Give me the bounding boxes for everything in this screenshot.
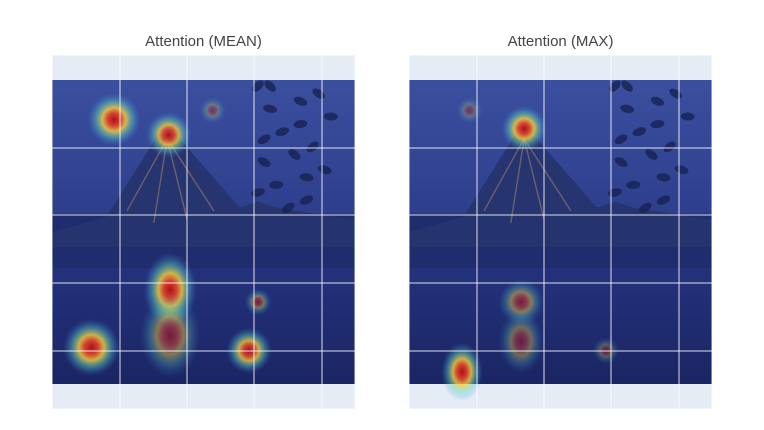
image-foliage-mean [263, 104, 278, 114]
attention-hotspot-mean [62, 319, 120, 377]
image-foliage-mean [257, 134, 271, 145]
image-foliage-mean [299, 173, 314, 182]
image-foliage-max [680, 112, 695, 121]
image-foliage-mean [275, 127, 290, 137]
image-foliage-mean [288, 149, 301, 160]
image-foliage-max [674, 165, 689, 175]
image-foliage-max [656, 195, 671, 205]
image-lava-max [510, 138, 525, 223]
image-foliage-mean [293, 120, 308, 129]
image-foliage-mean [264, 80, 276, 92]
attention-hotspot-max [498, 279, 544, 325]
image-foliage-max [621, 80, 633, 92]
image-foliage-max [626, 180, 641, 189]
image-foliage-max [656, 173, 671, 182]
image-lava-max [483, 138, 525, 212]
image-foliage-mean [269, 180, 284, 189]
image-foliage-max [614, 134, 628, 145]
image-foliage-max [650, 96, 665, 106]
image-volcano-mean [52, 134, 355, 248]
image-foliage-mean [257, 157, 271, 167]
attention-hotspot-mean [244, 288, 272, 316]
attention-hotspot-mean [139, 292, 201, 378]
image-foliage-max [620, 104, 635, 114]
attention-hotspot-max [456, 97, 483, 124]
attention-hotspot-mean [199, 97, 226, 124]
image-foliage-mean [282, 202, 295, 213]
image-foliage-max [645, 149, 658, 160]
attention-hotspot-max [498, 309, 544, 374]
attention-hotspot-max [501, 105, 547, 152]
attention-hotspot-max [441, 342, 483, 402]
image-foliage-max [650, 120, 665, 129]
image-foliage-max [608, 188, 622, 197]
image-foliage-mean [293, 96, 308, 106]
image-foliage-mean [323, 112, 338, 121]
image-foliage-max [632, 127, 647, 137]
image-foliage-mean [251, 188, 265, 197]
image-lava-max [523, 138, 545, 221]
image-foliage-max [663, 141, 676, 153]
chart-title-mean: Attention (MEAN) [145, 33, 262, 50]
image-foliage-mean [317, 165, 332, 175]
image-foliage-max [639, 202, 652, 213]
image-foliage-max [609, 80, 621, 92]
image-foliage-max [614, 157, 628, 167]
image-volcano-max [409, 134, 712, 248]
image-lava-max [523, 138, 572, 212]
chart-title-max: Attention (MAX) [507, 33, 614, 50]
attention-hotspot-mean [145, 111, 192, 158]
image-foliage-mean [252, 80, 264, 92]
image-foliage-mean [299, 195, 314, 205]
image-foliage-mean [306, 141, 319, 153]
attention-hotspot-mean [87, 92, 141, 147]
